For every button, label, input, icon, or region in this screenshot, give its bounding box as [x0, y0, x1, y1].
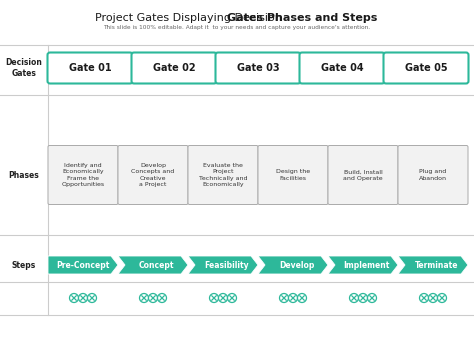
Text: Gate 04: Gate 04 [321, 63, 363, 73]
Circle shape [280, 294, 289, 302]
Text: Evaluate the
Project
Technically and
Economically: Evaluate the Project Technically and Eco… [199, 163, 247, 187]
Circle shape [219, 294, 228, 302]
Polygon shape [48, 256, 118, 274]
Circle shape [139, 294, 148, 302]
Polygon shape [118, 256, 188, 274]
Circle shape [289, 294, 298, 302]
Polygon shape [258, 256, 328, 274]
Circle shape [228, 294, 237, 302]
FancyBboxPatch shape [216, 53, 301, 83]
Polygon shape [398, 256, 468, 274]
Text: Decision
Gates: Decision Gates [6, 58, 43, 78]
Text: Design the
Facilities: Design the Facilities [276, 169, 310, 181]
FancyBboxPatch shape [383, 53, 468, 83]
FancyBboxPatch shape [258, 146, 328, 204]
Polygon shape [328, 256, 398, 274]
FancyBboxPatch shape [47, 53, 133, 83]
Text: Gate 02: Gate 02 [153, 63, 195, 73]
Text: Gate 05: Gate 05 [405, 63, 447, 73]
Circle shape [298, 294, 307, 302]
FancyBboxPatch shape [131, 53, 217, 83]
Circle shape [210, 294, 219, 302]
Polygon shape [188, 256, 258, 274]
Text: Build, Install
and Operate: Build, Install and Operate [343, 169, 383, 181]
Text: Steps: Steps [12, 261, 36, 269]
Circle shape [438, 294, 447, 302]
Circle shape [367, 294, 376, 302]
Text: Plug and
Abandon: Plug and Abandon [419, 169, 447, 181]
FancyBboxPatch shape [48, 146, 118, 204]
Text: This slide is 100% editable. Adapt it  to your needs and capture your audience's: This slide is 100% editable. Adapt it to… [103, 26, 371, 31]
Circle shape [428, 294, 438, 302]
Text: Gate 01: Gate 01 [69, 63, 111, 73]
FancyBboxPatch shape [398, 146, 468, 204]
Circle shape [349, 294, 358, 302]
Circle shape [157, 294, 166, 302]
Text: Pre-Concept: Pre-Concept [56, 261, 109, 269]
FancyBboxPatch shape [118, 146, 188, 204]
Text: Phases: Phases [9, 170, 39, 180]
Text: Implement: Implement [343, 261, 390, 269]
Circle shape [70, 294, 79, 302]
Text: Develop
Concepts and
Creative
a Project: Develop Concepts and Creative a Project [131, 163, 174, 187]
Circle shape [358, 294, 367, 302]
Text: Gate 03: Gate 03 [237, 63, 279, 73]
Circle shape [148, 294, 157, 302]
Circle shape [88, 294, 97, 302]
Text: Project Gates Displaying Decision: Project Gates Displaying Decision [94, 13, 285, 23]
FancyBboxPatch shape [188, 146, 258, 204]
Circle shape [79, 294, 88, 302]
Text: Identify and
Economically
Frame the
Opportunities: Identify and Economically Frame the Oppo… [62, 163, 105, 187]
FancyBboxPatch shape [328, 146, 398, 204]
Text: Concept: Concept [139, 261, 174, 269]
Text: Gates Phases and Steps: Gates Phases and Steps [227, 13, 378, 23]
Text: Feasibility: Feasibility [204, 261, 249, 269]
Text: Develop: Develop [279, 261, 314, 269]
Circle shape [419, 294, 428, 302]
FancyBboxPatch shape [300, 53, 384, 83]
Text: Terminate: Terminate [415, 261, 458, 269]
